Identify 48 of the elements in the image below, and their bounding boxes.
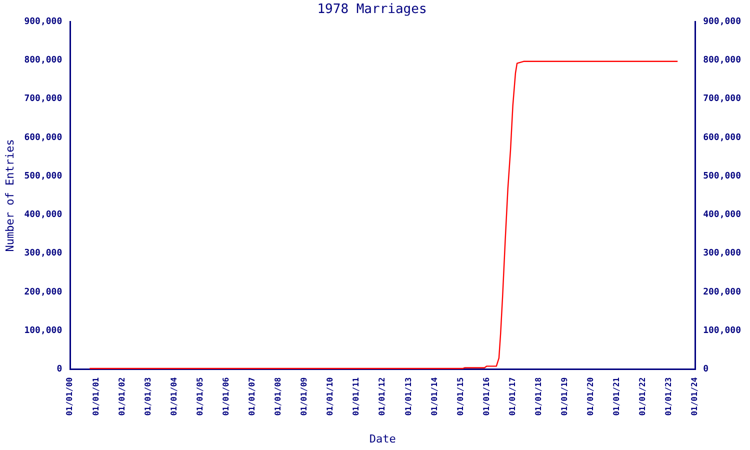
x-tick-label: 01/01/01 — [91, 377, 100, 416]
y-tick-label: 800,000 — [24, 56, 62, 66]
y2-tick-label: 900,000 — [703, 16, 742, 27]
x-tick-label: 01/01/11 — [352, 377, 361, 416]
x-tick-label: 01/01/09 — [300, 377, 309, 416]
x-tick-label: 01/01/10 — [326, 377, 335, 416]
x-tick-label: 01/01/12 — [378, 377, 387, 416]
y-axis-title: Number of Entries — [3, 139, 16, 252]
x-tick-label: 01/01/22 — [638, 377, 648, 416]
y2-tick-label: 700,000 — [703, 94, 742, 104]
x-tick-label: 01/01/06 — [221, 377, 230, 416]
y-tick-label: 0 — [56, 364, 62, 375]
y2-tick-label: 600,000 — [703, 132, 742, 143]
y2-tick-label: 100,000 — [703, 326, 742, 336]
y2-tick-label: 800,000 — [703, 56, 742, 66]
y2-tick-label: 200,000 — [703, 287, 742, 298]
x-tick-label: 01/01/05 — [195, 377, 204, 416]
y2-tick-label: 500,000 — [703, 171, 742, 182]
x-tick-label: 01/01/20 — [586, 377, 595, 416]
x-tick-label: 01/01/03 — [143, 377, 152, 416]
x-tick-label: 01/01/24 — [690, 377, 700, 416]
y2-tick-label: 0 — [703, 364, 708, 375]
x-tick-label: 01/01/00 — [65, 377, 74, 416]
x-tick-label: 01/01/02 — [117, 377, 126, 416]
y-tick-label: 900,000 — [24, 16, 62, 27]
x-tick-label: 01/01/16 — [482, 377, 491, 416]
x-tick-label: 01/01/13 — [404, 377, 413, 416]
y-tick-label: 300,000 — [24, 248, 62, 259]
y2-tick-label: 400,000 — [703, 210, 742, 220]
y-tick-label: 700,000 — [24, 94, 62, 104]
x-tick-label: 01/01/21 — [612, 377, 622, 416]
chart-title: 1978 Marriages — [317, 2, 427, 18]
x-tick-label: 01/01/19 — [560, 377, 569, 416]
x-tick-label: 01/01/07 — [248, 377, 256, 416]
x-tick-label: 01/01/17 — [508, 377, 517, 416]
x-tick-label: 01/01/14 — [430, 377, 439, 416]
x-axis-title: Date — [369, 432, 396, 446]
y-tick-label: 400,000 — [24, 210, 62, 220]
y-tick-label: 500,000 — [24, 171, 62, 182]
y-tick-label: 200,000 — [24, 287, 62, 298]
x-tick-label: 01/01/18 — [534, 377, 543, 416]
y-tick-label: 600,000 — [24, 132, 62, 143]
x-tick-label: 01/01/04 — [169, 377, 178, 416]
x-tick-label: 01/01/23 — [664, 377, 674, 416]
x-tick-label: 01/01/15 — [456, 377, 465, 416]
y-tick-label: 100,000 — [24, 326, 62, 336]
x-tick-label: 01/01/08 — [274, 377, 283, 416]
y2-tick-label: 300,000 — [703, 248, 742, 259]
